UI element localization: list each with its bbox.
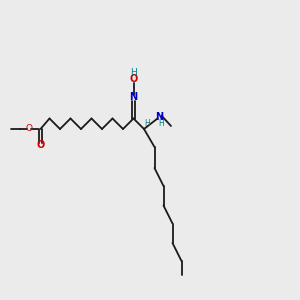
Text: O: O (25, 124, 32, 133)
Text: N: N (155, 112, 164, 122)
Text: H: H (158, 118, 164, 127)
Text: O: O (36, 140, 45, 151)
Text: H: H (130, 68, 137, 77)
Text: H: H (145, 119, 151, 128)
Text: N: N (129, 92, 138, 103)
Text: O: O (129, 74, 138, 85)
